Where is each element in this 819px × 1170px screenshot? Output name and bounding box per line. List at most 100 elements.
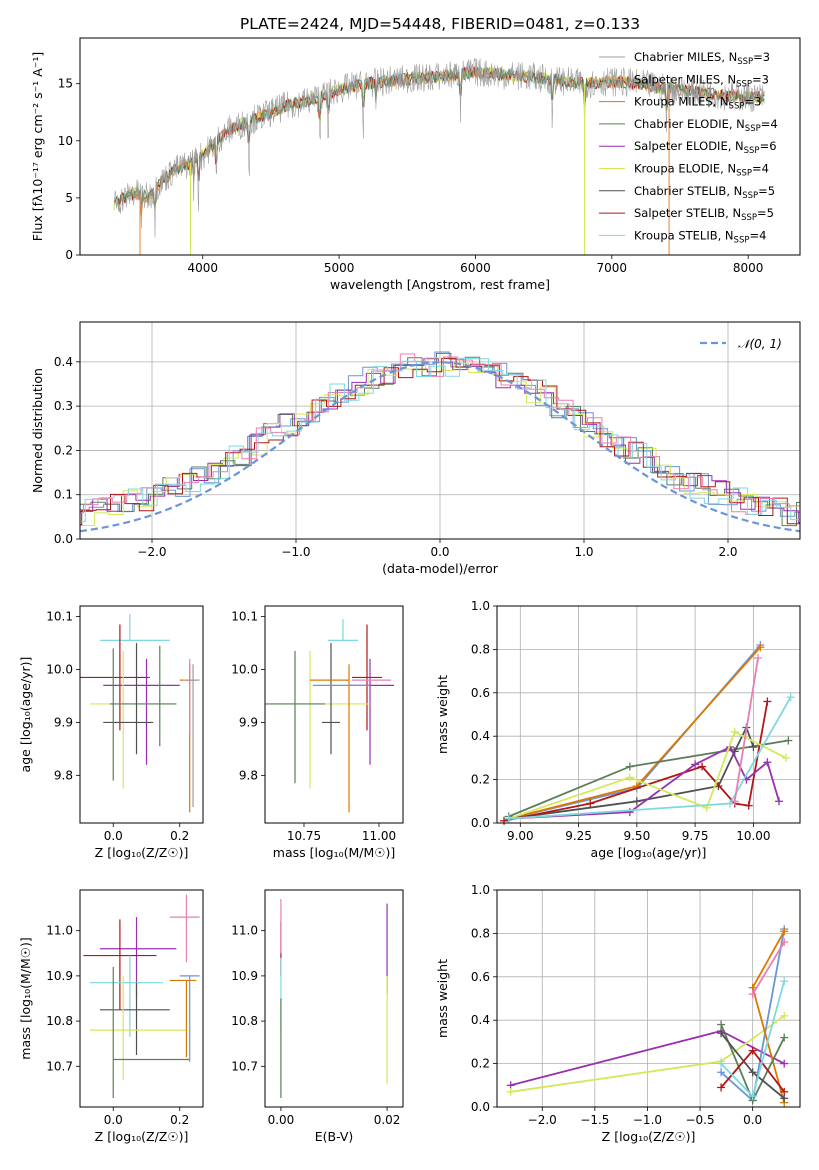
legend-subscript: SSP: [744, 146, 760, 156]
axes-frame: [496, 889, 801, 1108]
y-tick-label: 9.9: [239, 715, 258, 729]
residuals-axes: −2.0 −1.0 0.0 1.0 2.0 0.0 0.1 0.2 0.3 0.4 (data-mo…: [30, 321, 801, 576]
y-tick-label: 10.0: [231, 663, 258, 677]
y-axis-label: age [log₁₀(age/yr)]: [18, 657, 33, 773]
y-tick-label: 0.4: [54, 355, 73, 369]
legend-label: Salpeter ELODIE, NSSP=6: [634, 139, 777, 156]
figure-title: PLATE=2424, MJD=54448, FIBERID=0481, z=0…: [240, 15, 640, 33]
y-tick-label: 0.0: [471, 816, 490, 830]
spectrum-legend: Chabrier MILES, NSSP=3 Salpeter MILES, NS…: [599, 50, 778, 245]
spectrum-line: [113, 58, 765, 238]
y-tick-label: 15: [58, 77, 73, 91]
x-tick-label: 5000: [324, 261, 355, 275]
x-tick-label: −1.5: [580, 1113, 609, 1127]
axes-frame: [79, 889, 204, 1108]
x-tick-label: 7000: [597, 261, 628, 275]
x-axis-label: Z [log₁₀(Z/Z☉)]: [602, 1129, 696, 1144]
weight-series-line: [503, 701, 769, 822]
legend-subscript: SSP: [741, 213, 757, 223]
y-tick-label: 10.0: [46, 663, 73, 677]
x-axis-label: Z [log₁₀(Z/Z☉)]: [95, 845, 189, 860]
legend-label: Salpeter STELIB, NSSP=5: [634, 206, 774, 223]
x-tick-label: 1.0: [574, 545, 593, 559]
y-tick-label: 10.7: [46, 1059, 73, 1073]
y-tick-label: 1.0: [471, 599, 490, 613]
y-tick-label: 5: [65, 191, 73, 205]
legend-subscript: SSP: [736, 169, 752, 179]
legend-value: =4: [749, 228, 766, 242]
x-tick-label: 9.00: [507, 829, 534, 843]
axes-frame: [79, 321, 801, 540]
legend-subscript: SSP: [736, 79, 752, 89]
x-tick-label: 0.0: [104, 829, 123, 843]
y-tick-label: 11.0: [46, 924, 73, 938]
x-tick-label: 9.75: [682, 829, 709, 843]
x-tick-label: 9.50: [623, 829, 650, 843]
legend-value: =5: [758, 184, 775, 198]
histogram-series: [80, 358, 800, 523]
x-tick-label: 4000: [187, 261, 218, 275]
axes-frame: [79, 605, 204, 824]
legend-label: Chabrier MILES, NSSP=3: [634, 50, 770, 67]
x-tick-label: 0.2: [170, 829, 189, 843]
x-tick-label: −0.5: [685, 1113, 714, 1127]
legend-label: Salpeter MILES, NSSP=3: [634, 72, 769, 89]
x-axis-label: mass [log₁₀(M/M☉)]: [273, 845, 395, 860]
axes-frame: [264, 889, 404, 1108]
legend-label: 𝒩(0, 1): [738, 337, 782, 351]
x-tick-label: 0.0: [743, 1113, 762, 1127]
y-tick-label: 0.2: [54, 443, 73, 457]
y-tick-label: 9.9: [54, 715, 73, 729]
x-tick-label: −1.0: [633, 1113, 662, 1127]
y-tick-label: 10.8: [231, 1014, 258, 1028]
legend-subscript: SSP: [745, 124, 761, 134]
y-axis-label: mass weight: [435, 675, 450, 754]
histogram-series: [80, 357, 800, 526]
x-axis-label: age [log₁₀(age/yr)]: [591, 845, 707, 860]
mass_vs_ebv-axes: 0.00 0.02 10.7 10.8 10.9 11.0 E(B-V): [231, 889, 404, 1144]
y-tick-label: 0.4: [471, 729, 490, 743]
y-tick-label: 0.4: [471, 1013, 490, 1027]
histogram-series: [80, 357, 800, 522]
histogram-series: [80, 352, 800, 527]
histogram-series: [80, 351, 800, 517]
y-axis-label: mass weight: [435, 959, 450, 1038]
y-tick-label: 10: [58, 134, 73, 148]
legend-subscript: SSP: [729, 102, 745, 112]
histogram-series: [80, 353, 800, 515]
legend-value: =4: [752, 162, 769, 176]
y-axis-label: Flux [fλ10⁻¹⁷ erg cm⁻² s⁻¹ A⁻¹]: [30, 52, 45, 241]
age_vs_Z-axes: 0.0 0.2 9.8 9.9 10.0 10.1 Z [log₁₀(Z/Z☉)] age […: [18, 605, 204, 860]
y-tick-label: 1.0: [471, 883, 490, 897]
y-axis-label: Normed distribution: [30, 368, 45, 493]
y-tick-label: 11.0: [231, 924, 258, 938]
legend-value: =5: [757, 206, 774, 220]
y-tick-label: 0.2: [471, 1057, 490, 1071]
x-tick-label: 0.0: [104, 1113, 123, 1127]
x-tick-label: 0.02: [374, 1113, 401, 1127]
x-axis-label: E(B-V): [315, 1129, 354, 1144]
legend-label: Chabrier STELIB, NSSP=5: [634, 184, 775, 201]
axes-frame: [79, 37, 801, 256]
y-tick-label: 10.8: [46, 1014, 73, 1028]
normal-reference-curve: [79, 361, 801, 533]
x-axis-label: Z [log₁₀(Z/Z☉)]: [95, 1129, 189, 1144]
y-tick-label: 0.6: [471, 970, 490, 984]
legend-label: Kroupa ELODIE, NSSP=4: [634, 162, 769, 179]
y-tick-label: 10.1: [231, 610, 258, 624]
x-tick-label: 10.00: [736, 829, 770, 843]
y-tick-label: 0.0: [54, 532, 73, 546]
y-tick-label: 0.8: [471, 642, 490, 656]
x-axis-label: (data-model)/error: [382, 561, 499, 576]
axes-frame: [496, 605, 801, 824]
x-tick-label: 9.25: [565, 829, 592, 843]
y-tick-label: 10.9: [46, 969, 73, 983]
y-tick-label: 0.8: [471, 926, 490, 940]
legend-subscript: SSP: [742, 191, 758, 201]
weight-series-line: [751, 941, 785, 995]
legend-value: =4: [761, 117, 778, 131]
x-tick-label: 2.0: [718, 545, 737, 559]
x-tick-label: 8000: [733, 261, 764, 275]
y-tick-label: 10.9: [231, 969, 258, 983]
